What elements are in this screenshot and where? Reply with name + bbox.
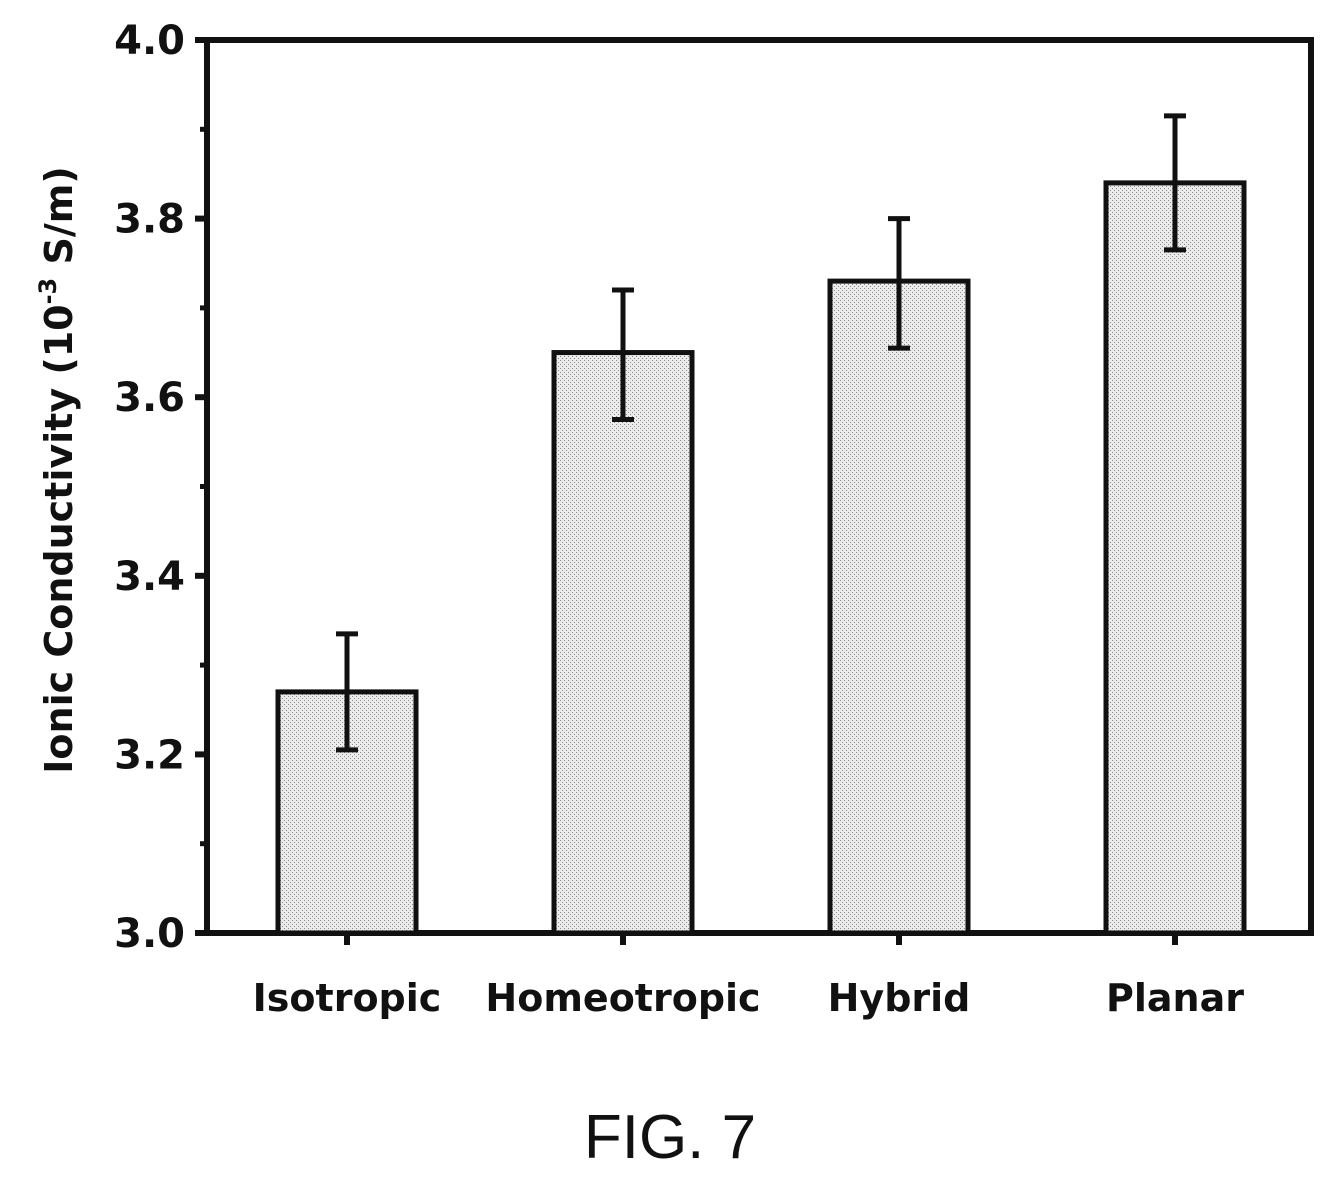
x-tick-label-hybrid: Hybrid	[828, 976, 971, 1020]
bar-homeotropic	[551, 350, 695, 936]
y-axis-title: Ionic Conductivity (10-3 S/m)	[34, 166, 81, 773]
y-tick-label: 3.6	[114, 375, 185, 421]
y-tick-label: 3.4	[114, 554, 185, 600]
x-axis-ticks: Isotropic Homeotropic Hybrid Planar	[253, 933, 1244, 1020]
bar-hybrid	[827, 278, 971, 936]
error-bar-planar	[1164, 113, 1186, 253]
error-bar-hybrid	[888, 216, 910, 351]
x-tick-label-planar: Planar	[1106, 976, 1244, 1020]
y-axis-title-unit: S/m)	[37, 166, 81, 277]
y-axis-title-exponent: -3	[34, 278, 62, 305]
y-axis-ticks: 3.0 3.2 3.4 3.6 3.8 4.0	[114, 18, 207, 957]
x-tick-label-homeotropic: Homeotropic	[485, 976, 760, 1020]
error-bar-isotropic	[336, 631, 358, 753]
bars-layer	[275, 180, 1247, 936]
error-bars-layer	[336, 113, 1186, 753]
y-tick-label: 3.0	[114, 911, 185, 957]
bar-planar	[1103, 180, 1247, 936]
error-bar-homeotropic	[612, 287, 634, 423]
y-tick-label: 4.0	[114, 18, 185, 64]
y-axis-title-main: Ionic Conductivity (10	[37, 304, 81, 773]
y-tick-label: 3.2	[114, 732, 185, 778]
x-tick-label-isotropic: Isotropic	[253, 976, 442, 1020]
figure-caption: FIG. 7	[584, 1103, 756, 1172]
y-tick-label: 3.8	[114, 197, 185, 243]
